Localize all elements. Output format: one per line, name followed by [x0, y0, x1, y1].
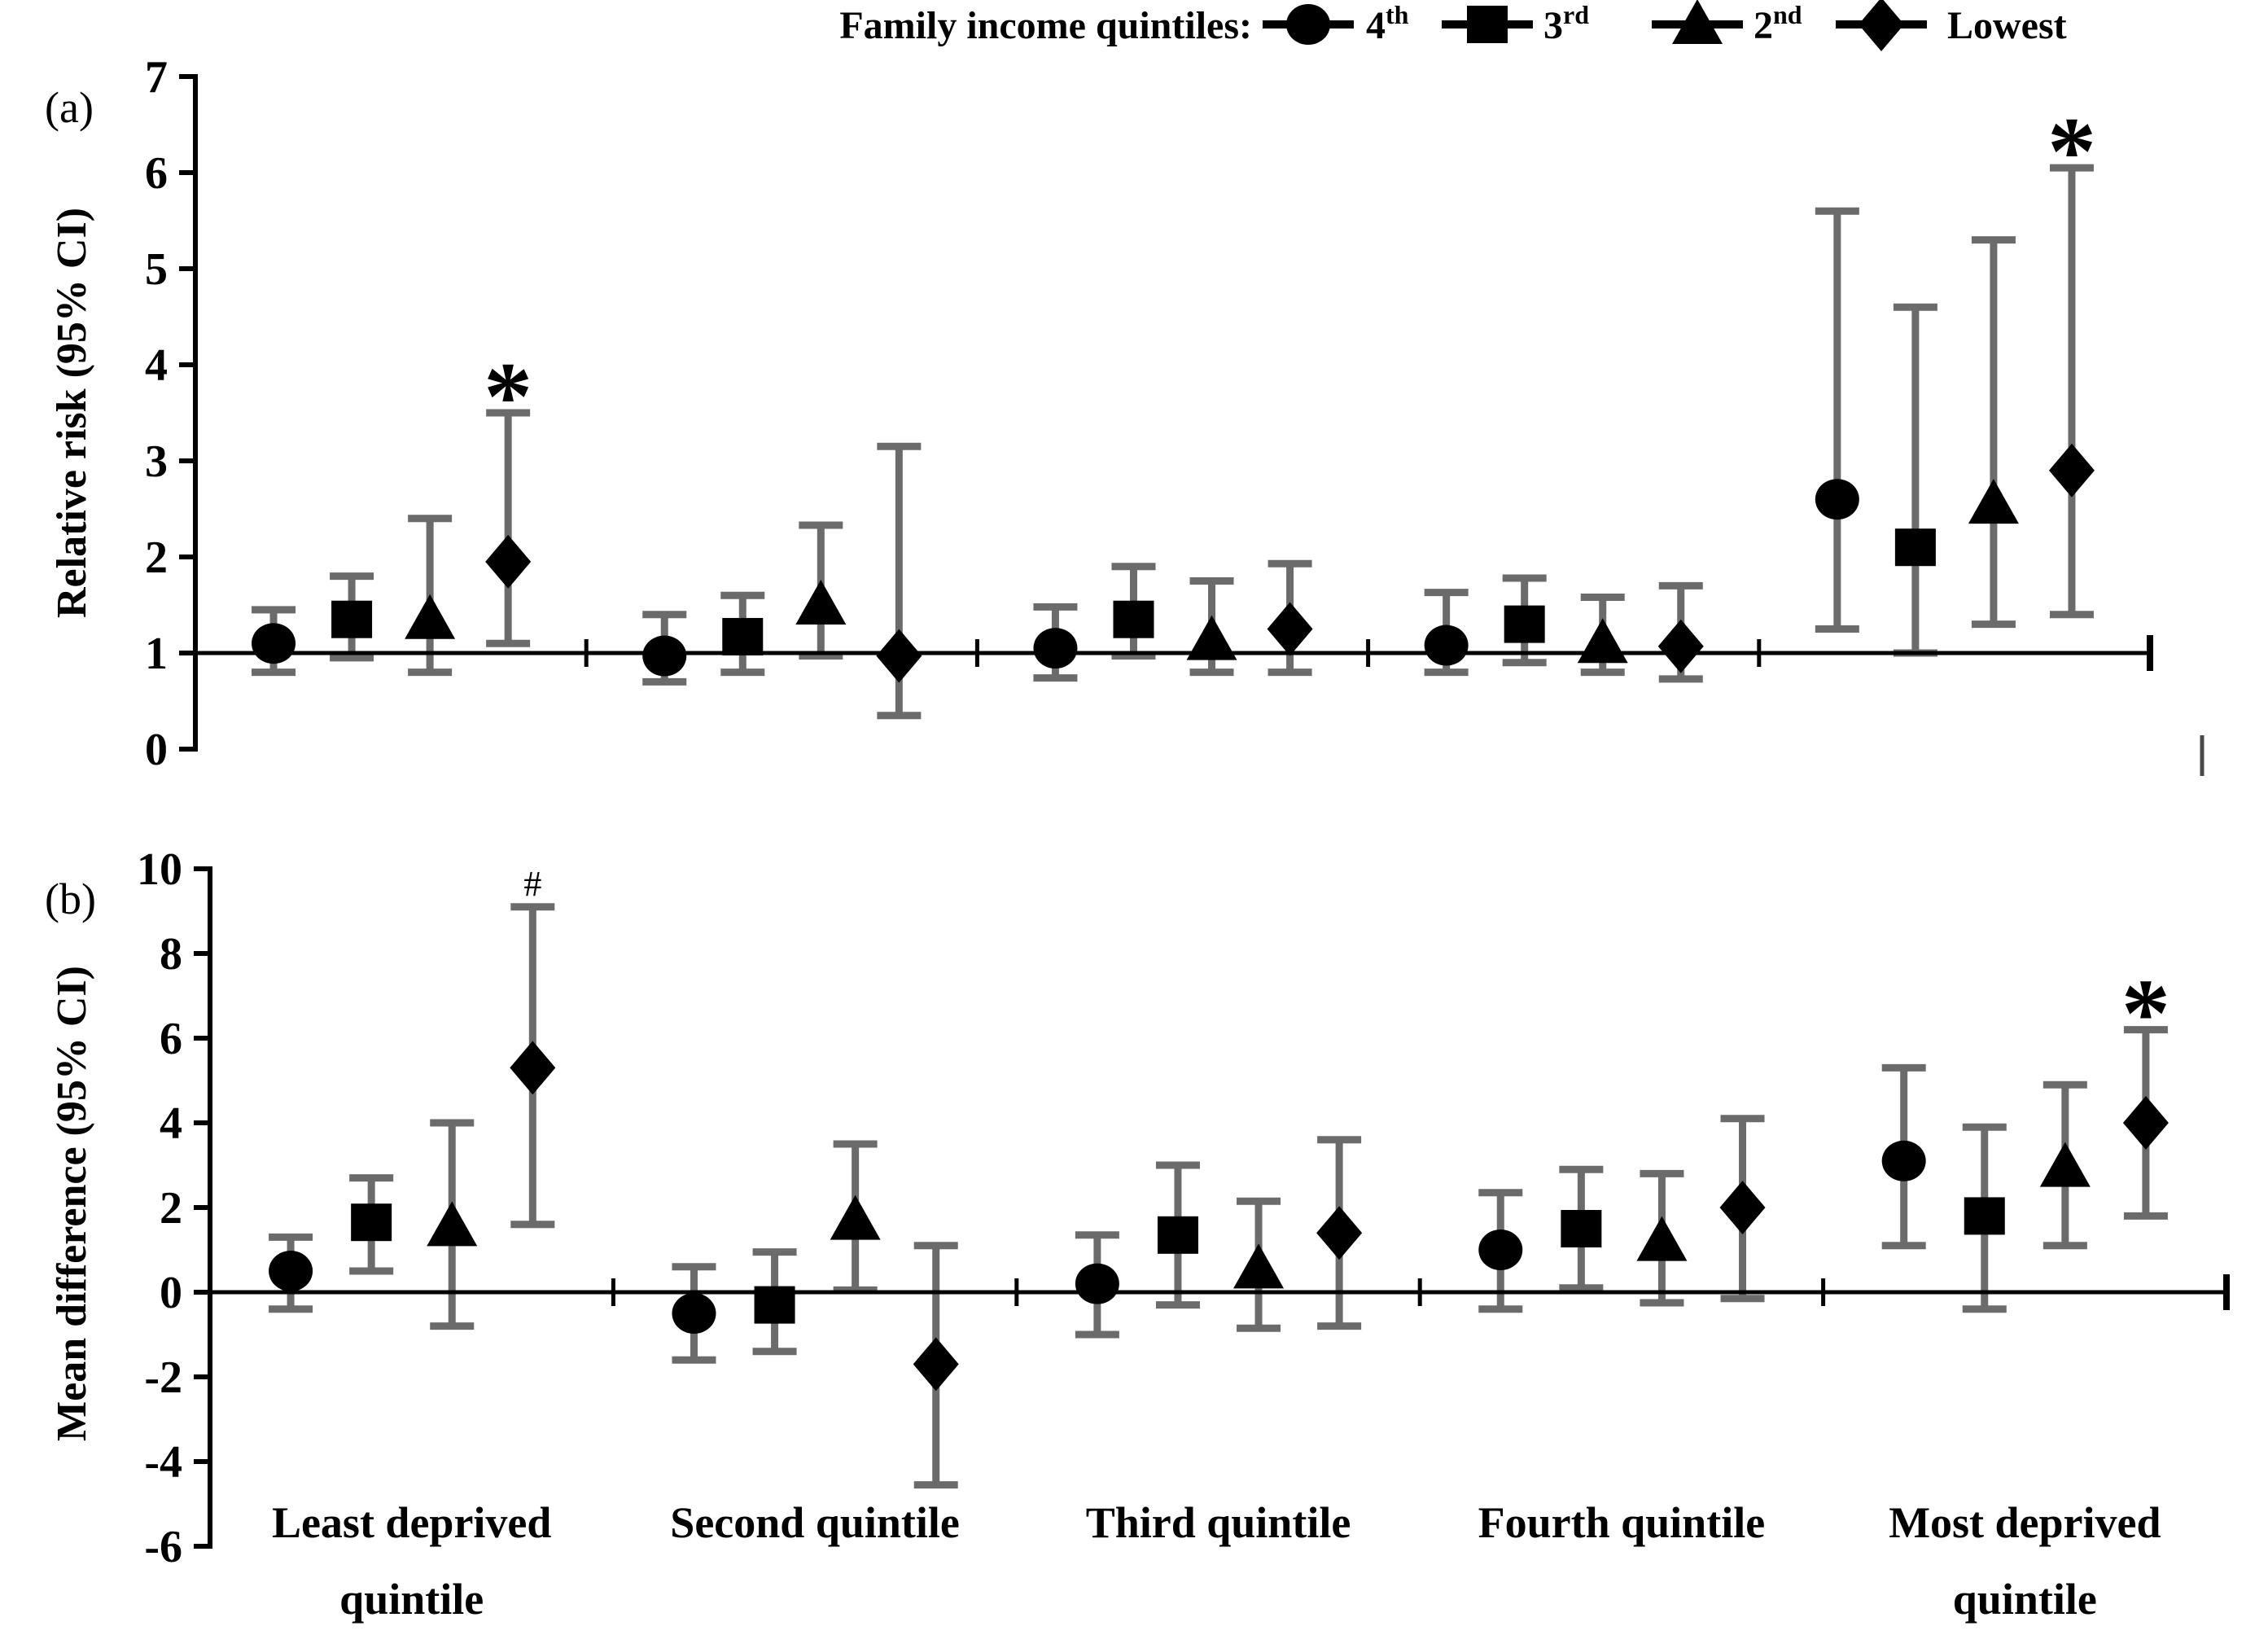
square-marker — [722, 617, 764, 655]
circle-marker — [1033, 628, 1078, 669]
diamond-marker — [1657, 619, 1704, 673]
legend-item-label: 2nd — [1754, 0, 1802, 47]
circle-marker — [1815, 479, 1859, 520]
diamond-marker — [2048, 443, 2095, 498]
error-bars-layer — [269, 903, 2168, 1489]
category-label: quintile — [1953, 1575, 2097, 1624]
triangle-marker — [1233, 1243, 1285, 1289]
triangle-marker — [830, 1194, 881, 1240]
triangle-marker — [1577, 618, 1628, 664]
circle-marker — [1478, 1230, 1523, 1270]
category-label: Second quintile — [670, 1498, 960, 1547]
triangle-marker — [1186, 615, 1237, 660]
category-label: Fourth quintile — [1478, 1498, 1766, 1547]
y-tick-label: 4 — [160, 1098, 182, 1149]
legend-item-label: 4th — [1366, 0, 1409, 47]
diamond-marker — [913, 1337, 959, 1392]
square-marker — [1113, 600, 1154, 638]
y-tick-label: -2 — [144, 1352, 182, 1403]
y-tick-label: 1 — [145, 629, 168, 679]
y-tick-label: 4 — [145, 340, 168, 391]
y-tick-label: -6 — [144, 1522, 182, 1572]
legend-item-label: 3rd — [1543, 0, 1589, 47]
diamond-icon — [1859, 0, 1904, 51]
square-marker — [1561, 1210, 1602, 1247]
triangle-marker — [427, 1201, 478, 1247]
y-tick-label: 5 — [145, 244, 168, 295]
y-tick-label: -4 — [144, 1437, 182, 1488]
y-tick-label: 7 — [145, 52, 168, 103]
annotations-layer: ** — [484, 97, 2096, 450]
triangle-icon — [1672, 0, 1723, 44]
square-marker — [1504, 605, 1545, 643]
triangle-marker — [2039, 1142, 2091, 1187]
category-label: Most deprived — [1889, 1498, 2161, 1547]
square-marker — [754, 1286, 795, 1324]
circle-marker — [1075, 1263, 1119, 1304]
diamond-marker — [1316, 1206, 1363, 1260]
error-bars-layer — [252, 164, 2094, 720]
diamond-marker — [2122, 1096, 2169, 1150]
y-tick-label: 10 — [137, 844, 182, 895]
y-axis-title-b: Mean difference (95% CI) — [49, 966, 95, 1441]
legend-title: Family income quintiles: — [839, 4, 1252, 47]
circle-marker — [1424, 625, 1469, 666]
y-tick-label: 6 — [145, 148, 168, 199]
diamond-marker — [1267, 602, 1313, 656]
significance-annotation: * — [2047, 97, 2096, 205]
diamond-marker — [510, 1041, 556, 1095]
diamond-marker — [485, 534, 532, 589]
y-tick-label: 2 — [160, 1183, 182, 1234]
square-marker — [1964, 1197, 2005, 1235]
category-label: Third quintile — [1086, 1498, 1351, 1547]
square-marker — [351, 1203, 392, 1242]
y-tick-label: 0 — [160, 1268, 182, 1318]
y-tick-label: 6 — [160, 1014, 182, 1064]
circle-marker — [1881, 1140, 1926, 1181]
triangle-marker — [1636, 1216, 1688, 1261]
triangle-marker — [1968, 479, 2019, 524]
category-label: Least deprived — [272, 1498, 552, 1547]
circle-marker — [252, 623, 296, 664]
y-tick-label: 2 — [145, 533, 168, 583]
axes-layer: 10 8 6 4 2 0 -2 -4 -6 — [137, 844, 2230, 1572]
legend: 4th 3rd 2nd Lowest — [1263, 0, 2067, 51]
significance-annotation: * — [484, 342, 532, 450]
panel-b-letter: (b) — [45, 874, 96, 923]
y-tick-label: 8 — [160, 929, 182, 980]
panel-a-letter: (a) — [45, 83, 94, 132]
diamond-marker — [1719, 1181, 1766, 1234]
triangle-marker — [405, 594, 456, 639]
circle-marker — [269, 1251, 313, 1291]
legend-item-label: Lowest — [1947, 4, 2067, 47]
circle-marker — [672, 1293, 716, 1334]
significance-annotation: # — [523, 864, 541, 904]
square-marker — [1894, 528, 1936, 567]
y-tick-label: 3 — [145, 436, 168, 487]
square-marker — [1157, 1216, 1198, 1254]
square-icon — [1467, 6, 1508, 43]
triangle-marker — [795, 580, 847, 625]
circle-marker — [642, 635, 687, 677]
square-marker — [331, 600, 373, 638]
annotations-layer: #* — [523, 864, 2170, 1067]
markers-layer — [252, 443, 2095, 683]
markers-layer — [269, 1041, 2169, 1392]
diamond-marker — [876, 629, 922, 683]
y-axis-title-a: Relative risk (95% CI) — [49, 208, 95, 618]
category-label: quintile — [339, 1575, 484, 1624]
y-tick-label: 0 — [145, 725, 168, 775]
significance-annotation: * — [2121, 959, 2170, 1067]
axes-layer: 7 6 5 4 3 2 1 0 — [145, 52, 2205, 776]
circle-icon — [1286, 4, 1330, 45]
